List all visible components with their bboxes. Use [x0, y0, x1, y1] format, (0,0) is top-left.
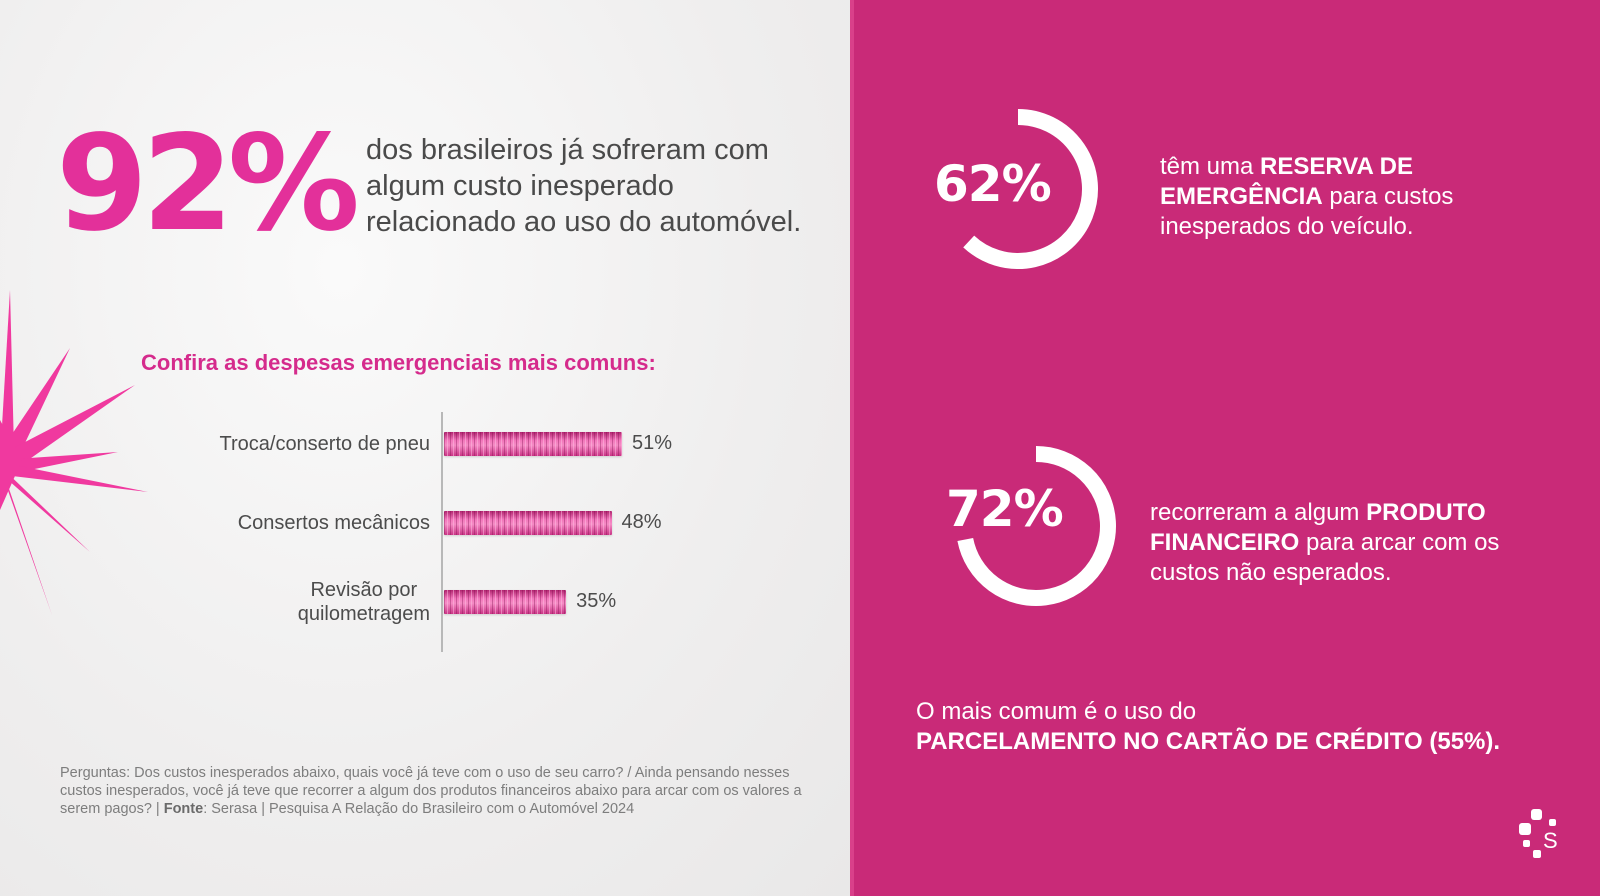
right-panel — [850, 0, 1600, 896]
highlight-line-2: PARCELAMENTO NO CARTÃO DE CRÉDITO (55%). — [916, 728, 1501, 755]
headline-percent: 92% — [56, 107, 360, 261]
footnote: Perguntas: Dos custos inesperados abaixo… — [60, 764, 820, 818]
stat-text-reserve: têm uma RESERVA DE EMERGÊNCIA para custo… — [1160, 152, 1520, 242]
starburst-decoration-icon — [0, 290, 148, 615]
stat-percent-reserve: 62% — [934, 155, 1052, 213]
chart-axis-line — [441, 412, 443, 652]
stat-text-reserve-bold: RESERVA DE EMERGÊNCIA — [1160, 153, 1413, 210]
ring-arc-reserve — [963, 109, 1098, 269]
stat-text-financial-bold: PRODUTO FINANCEIRO — [1150, 499, 1486, 556]
bar-value-label: 51% — [631, 432, 673, 454]
stat-text-financial-pre: recorreram a algum — [1150, 499, 1367, 526]
bar — [444, 590, 567, 614]
bar — [444, 432, 622, 456]
progress-ring-financial-product — [957, 446, 1116, 606]
stat-text-financial-post: para arcar com os custos não esperados. — [1150, 529, 1500, 586]
stat-text-financial-product: recorreram a algum PRODUTO FINANCEIRO pa… — [1150, 498, 1570, 588]
bar-value-label: 48% — [621, 511, 662, 533]
category-label: Consertos mecânicos — [237, 512, 430, 534]
logo-letter: S — [1543, 828, 1558, 853]
footnote-source-text: : Serasa | Pesquisa A Relação do Brasile… — [203, 801, 635, 817]
left-panel: 92% dos brasileiros já sofreram com algu… — [0, 0, 850, 896]
stat-text-reserve-pre: têm uma — [1160, 153, 1261, 180]
expenses-bar-chart: Troca/conserto de pneu 51% Consertos mecân… — [150, 410, 710, 655]
stat-text-reserve-post: para custos inesperados do veículo. — [1160, 183, 1454, 240]
chart-subtitle: Confira as despesas emergenciais mais co… — [141, 350, 656, 375]
bar-value-label: 35% — [576, 590, 617, 612]
ring-arc-financial-product — [957, 446, 1116, 606]
footnote-source-label: Fonte — [163, 801, 204, 817]
progress-ring-reserve — [963, 109, 1098, 269]
category-label: Troca/conserto de pneu — [219, 433, 431, 455]
serasa-logo-icon: S — [1519, 809, 1558, 858]
stat-percent-financial-product: 72% — [946, 480, 1064, 538]
footnote-questions: Perguntas: Dos custos inesperados abaixo… — [60, 765, 802, 817]
category-label: Revisão por quilometragem — [297, 579, 430, 625]
headline-text: dos brasileiros já sofreram com algum cu… — [366, 134, 802, 238]
highlight-line-1: O mais comum é o uso do — [916, 698, 1197, 725]
bar — [444, 511, 612, 535]
